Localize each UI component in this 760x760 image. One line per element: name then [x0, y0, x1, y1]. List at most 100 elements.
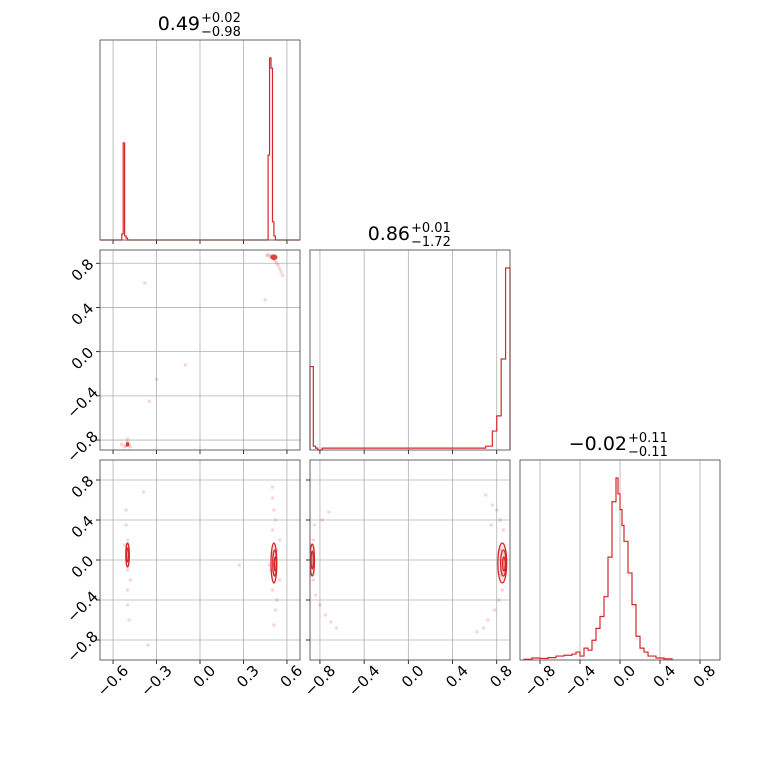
- scatter-p0-p1-point-6: [276, 263, 281, 268]
- ytick-label-row2-3: 0.4: [68, 512, 98, 542]
- hist-param2-frame: [519, 459, 721, 661]
- scatter-p0-p1-point-15: [183, 363, 188, 367]
- scatter-p0-p1-point-13: [143, 281, 147, 285]
- scatter-p0-p1-point-10: [264, 253, 269, 258]
- scatter-p0-p2-contour-1: [125, 547, 130, 563]
- scatter-p1-p2-plot-area: [310, 493, 508, 634]
- scatter-p1-p2-point-12: [498, 518, 502, 522]
- scatter-p0-p2-point-21: [277, 578, 282, 582]
- scatter-p1-p2-point-17: [486, 618, 490, 622]
- scatter-panel-param1-param2: [306, 459, 511, 664]
- scatter-p1-p2-point-10: [501, 528, 506, 532]
- scatter-p1-p2-point-8: [320, 518, 324, 522]
- scatter-p1-p2-point-14: [494, 508, 499, 512]
- scatter-p1-p2-point-15: [492, 608, 497, 612]
- scatter-p1-p2-point-19: [475, 630, 479, 634]
- xtick-label-col0-1: −0.3: [137, 662, 175, 700]
- xtick-label-col2-4: 0.8: [690, 662, 720, 692]
- scatter-p1-p2-point-21: [489, 523, 494, 527]
- hist-param1-bin-11: [506, 268, 510, 450]
- xtick-label-col1-4: 0.8: [486, 662, 516, 692]
- xtick-label-col2-3: 0.4: [650, 662, 680, 692]
- ytick-label-row2-0: −0.8: [63, 627, 101, 665]
- scatter-p0-p1-density-1: [125, 442, 130, 447]
- scatter-p0-p2-frame: [99, 459, 301, 661]
- scatter-p1-p2-contour-4: [501, 556, 506, 572]
- scatter-p1-p2-point-20: [483, 493, 488, 497]
- scatter-p0-p1-point-11: [266, 252, 270, 257]
- scatter-p0-p2-point-8: [128, 578, 133, 582]
- scatter-p0-p2-point-0: [125, 538, 130, 542]
- scatter-p0-p2-contour-4: [273, 556, 278, 572]
- title-param2-plus: +0.11: [628, 431, 668, 446]
- ytick-label-row1-1: −0.4: [63, 383, 101, 421]
- scatter-p1-p2-point-0: [311, 538, 316, 542]
- scatter-p1-p2-frame: [309, 459, 511, 661]
- scatter-p1-p2-point-4: [318, 603, 322, 607]
- title-param0-plus: +0.02: [201, 11, 241, 26]
- scatter-p0-p2-point-3: [125, 588, 130, 592]
- scatter-p0-p2-point-7: [122, 543, 127, 547]
- ytick-label-row1-3: 0.4: [68, 299, 98, 329]
- hist-param1-bin-8: [492, 431, 496, 450]
- scatter-p0-p1-frame: [99, 249, 301, 451]
- scatter-p1-p2-point-7: [334, 626, 339, 630]
- title-param1-minus: −1.72: [411, 235, 451, 250]
- scatter-p0-p2-point-17: [273, 518, 278, 522]
- hist-param2-step-line: [523, 477, 673, 660]
- hist-param2-bin-20: [622, 525, 624, 660]
- scatter-p0-p2-point-9: [141, 490, 146, 494]
- scatter-p0-p1-point-4: [273, 259, 278, 263]
- hist-param2-bin-5: [564, 655, 572, 660]
- scatter-p0-p1-point-8: [279, 270, 283, 274]
- scatter-p0-p2-point-20: [270, 496, 275, 500]
- ytick-label-row2-4: 0.8: [68, 472, 98, 502]
- scatter-p0-p2-point-1: [125, 568, 130, 572]
- scatter-p0-p1-point-14: [154, 377, 159, 382]
- title-param1-value: 0.86: [368, 223, 410, 245]
- hist-param1-bin-10: [501, 359, 505, 450]
- scatter-p1-p2-contour-1: [310, 550, 314, 570]
- histogram-panel-param0: [99, 39, 301, 244]
- scatter-p0-p2-point-14: [273, 608, 278, 612]
- scatter-p1-p2-point-3: [313, 593, 318, 597]
- hist-param1-step-line: [309, 267, 511, 451]
- scatter-p1-p2-point-16: [490, 503, 495, 507]
- scatter-p0-p2-point-12: [270, 588, 275, 592]
- scatter-p1-p2-point-11: [500, 588, 505, 592]
- scatter-p0-p1-point-5: [275, 261, 279, 266]
- scatter-p0-p2-point-22: [277, 538, 282, 542]
- scatter-p1-p2-point-18: [481, 626, 486, 630]
- hist-param0-frame: [99, 39, 301, 241]
- title-param1-plus: +0.01: [411, 221, 451, 236]
- hist-param1-frame: [309, 249, 511, 451]
- xtick-label-col2-2: 0.0: [610, 662, 640, 692]
- scatter-p0-p2-point-25: [270, 485, 275, 489]
- xtick-label-col2-0: −0.8: [521, 662, 559, 700]
- scatter-p0-p1-point-7: [277, 266, 282, 271]
- ytick-label-row1-0: −0.8: [63, 428, 101, 466]
- scatter-p0-p1-point-21: [128, 444, 133, 449]
- scatter-p0-p1-point-22: [125, 437, 130, 441]
- scatter-p1-p2-point-2: [312, 523, 317, 527]
- ytick-label-row1-2: 0.0: [68, 344, 98, 374]
- scatter-p0-p1-point-24: [147, 399, 152, 404]
- scatter-p0-p2-point-11: [270, 528, 275, 532]
- histogram-panel-param2: [519, 459, 721, 664]
- xtick-label-col1-2: 0.0: [398, 662, 428, 692]
- scatter-panel-param0-param1: [96, 249, 301, 454]
- hist-param2-bin-17: [616, 478, 618, 660]
- scatter-p0-p2-plot-area: [122, 485, 282, 647]
- scatter-p1-p2-point-6: [329, 620, 333, 624]
- ytick-label-row2-1: −0.4: [63, 587, 101, 625]
- hist-param1-bin-9: [497, 416, 501, 450]
- scatter-p0-p1-point-23: [119, 442, 124, 447]
- xtick-label-col0-3: 0.3: [233, 662, 263, 692]
- scatter-p1-p2-point-1: [311, 578, 316, 582]
- scatter-p0-p2-point-6: [127, 618, 131, 622]
- scatter-p0-p1-point-9: [280, 273, 285, 278]
- xtick-label-col0-0: −0.6: [94, 662, 132, 700]
- hist-param2-bin-10: [588, 650, 592, 660]
- xtick-label-col0-2: 0.0: [190, 662, 220, 692]
- title-param2-minus: −0.11: [628, 445, 668, 460]
